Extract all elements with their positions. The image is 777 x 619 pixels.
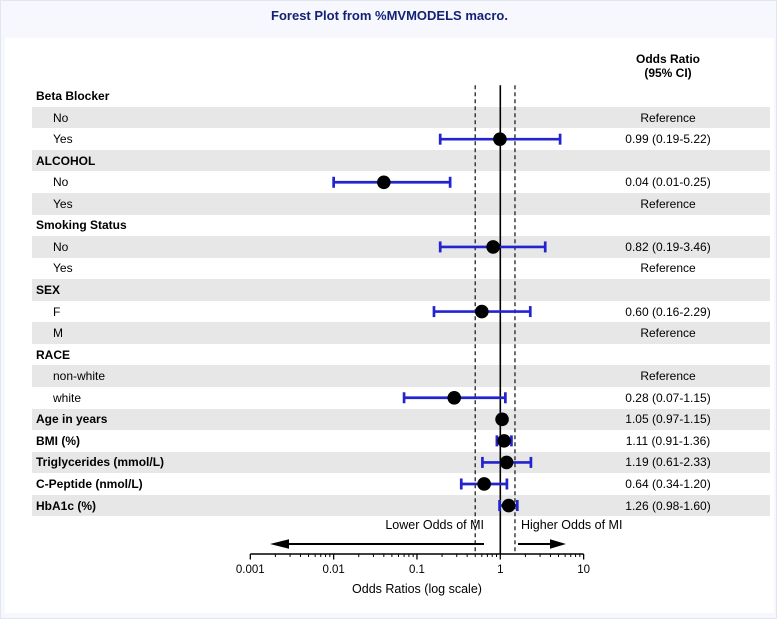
forest-plot-graph: Odds Ratio (95% CI) Beta Blocker No Refere… (5, 38, 774, 613)
point-estimate-marker (493, 132, 507, 146)
row-label: No (53, 110, 69, 125)
point-estimate-marker (477, 477, 491, 491)
point-estimate-marker (475, 304, 489, 319)
row-label: No (53, 239, 69, 254)
forest-row: No 0.04 (0.01-0.25) (32, 172, 770, 194)
point-estimate-marker (447, 390, 462, 405)
point-estimate-marker (499, 455, 514, 470)
x-axis-tick-label: 0.01 (322, 564, 344, 576)
x-axis-tick-label: 10 (577, 564, 590, 576)
row-label: ALCOHOL (36, 153, 96, 168)
row-odds-ratio-value: 1.11 (0.91-1.36) (625, 433, 711, 448)
row-label: C-Peptide (nmol/L) (36, 476, 143, 491)
forest-row: ALCOHOL (32, 149, 770, 172)
x-axis-tick-label: 1 (497, 564, 503, 576)
forest-row: BMI (%) 1.11 (0.91-1.36) (32, 430, 770, 452)
row-label: Age in years (36, 412, 108, 427)
row-odds-ratio-value: Reference (640, 110, 696, 125)
row-label: white (53, 390, 82, 405)
row-odds-ratio-value: 0.04 (0.01-0.25) (625, 175, 711, 190)
forest-row: HbA1c (%) 1.26 (0.98-1.60) (32, 494, 770, 517)
forest-row: RACE (32, 344, 770, 366)
row-odds-ratio-value: 0.60 (0.16-2.29) (625, 304, 711, 319)
row-label: Yes (53, 196, 73, 211)
row-odds-ratio-value: Reference (640, 326, 696, 341)
row-label: Beta Blocker (36, 89, 110, 104)
forest-row: No Reference (32, 106, 770, 129)
confidence-interval (332, 176, 452, 188)
forest-row: F 0.60 (0.16-2.29) (32, 301, 770, 323)
forest-row: Yes 0.99 (0.19-5.22) (32, 128, 770, 150)
row-label: Yes (53, 261, 73, 276)
row-odds-ratio-value: 0.99 (0.19-5.22) (625, 132, 711, 147)
forest-row: C-Peptide (nmol/L) 0.64 (0.34-1.20) (32, 473, 770, 495)
forest-row: No 0.82 (0.19-3.46) (32, 236, 770, 258)
row-label: Triglycerides (mmol/L) (36, 455, 165, 470)
row-odds-ratio-value: 0.28 (0.07-1.15) (625, 390, 711, 405)
row-odds-ratio-value: Reference (640, 196, 696, 211)
point-estimate-marker (497, 434, 511, 448)
forest-row: white 0.28 (0.07-1.15) (32, 387, 770, 409)
row-odds-ratio-value: 1.19 (0.61-2.33) (625, 455, 711, 470)
forest-row: Age in years 1.05 (0.97-1.15) (32, 408, 770, 431)
lower-odds-arrowhead (270, 539, 289, 549)
point-estimate-marker (501, 498, 516, 513)
row-odds-ratio-value: 0.64 (0.34-1.20) (625, 476, 711, 491)
higher-odds-annotation: Higher Odds of MI (521, 518, 622, 532)
row-odds-ratio-value: 1.26 (0.98-1.60) (625, 498, 711, 513)
row-label: No (53, 175, 69, 190)
forest-row: non-white Reference (32, 365, 770, 387)
point-estimate-marker (495, 412, 509, 427)
row-label: F (53, 304, 61, 319)
row-odds-ratio-value: 1.05 (0.97-1.15) (625, 412, 711, 427)
forest-row: Yes Reference (32, 193, 770, 215)
forest-row: M Reference (32, 322, 770, 344)
x-axis-tick-label: 0.001 (236, 564, 265, 576)
row-odds-ratio-value: 0.82 (0.19-3.46) (625, 239, 711, 254)
higher-odds-arrowhead (550, 539, 566, 549)
forest-row: SEX (32, 279, 770, 301)
row-odds-ratio-value: Reference (640, 369, 696, 384)
forest-plot-canvas: 0.001 0.01 0.1 1 10 Odds Ratios (log scale) Lo… (236, 85, 622, 596)
x-axis-tick-label: 0.1 (409, 564, 425, 576)
row-label: Smoking Status (36, 218, 127, 233)
row-label: non-white (53, 369, 106, 384)
row-label: HbA1c (%) (36, 498, 97, 513)
forest-row: Smoking Status (32, 215, 770, 237)
row-odds-ratio-value: Reference (640, 261, 696, 276)
point-estimate-marker (377, 175, 391, 190)
point-estimate-marker (486, 240, 500, 254)
page-title: Forest Plot from %MVMODELS macro. (271, 8, 508, 23)
lower-odds-annotation: Lower Odds of MI (385, 518, 484, 532)
row-label: M (53, 326, 63, 341)
row-label: BMI (%) (36, 433, 80, 448)
forest-row: Triglycerides (mmol/L) 1.19 (0.61-2.33) (32, 451, 770, 474)
forest-row: Beta Blocker (32, 85, 770, 107)
row-label: SEX (36, 283, 61, 298)
forest-row: Yes Reference (32, 258, 770, 280)
row-label: Yes (53, 132, 73, 147)
x-axis-title: Odds Ratios (log scale) (352, 582, 482, 596)
value-column-header-line1: Odds Ratio (635, 52, 700, 66)
value-column-header-line2: (95% CI) (644, 66, 692, 80)
row-label: RACE (36, 347, 71, 362)
